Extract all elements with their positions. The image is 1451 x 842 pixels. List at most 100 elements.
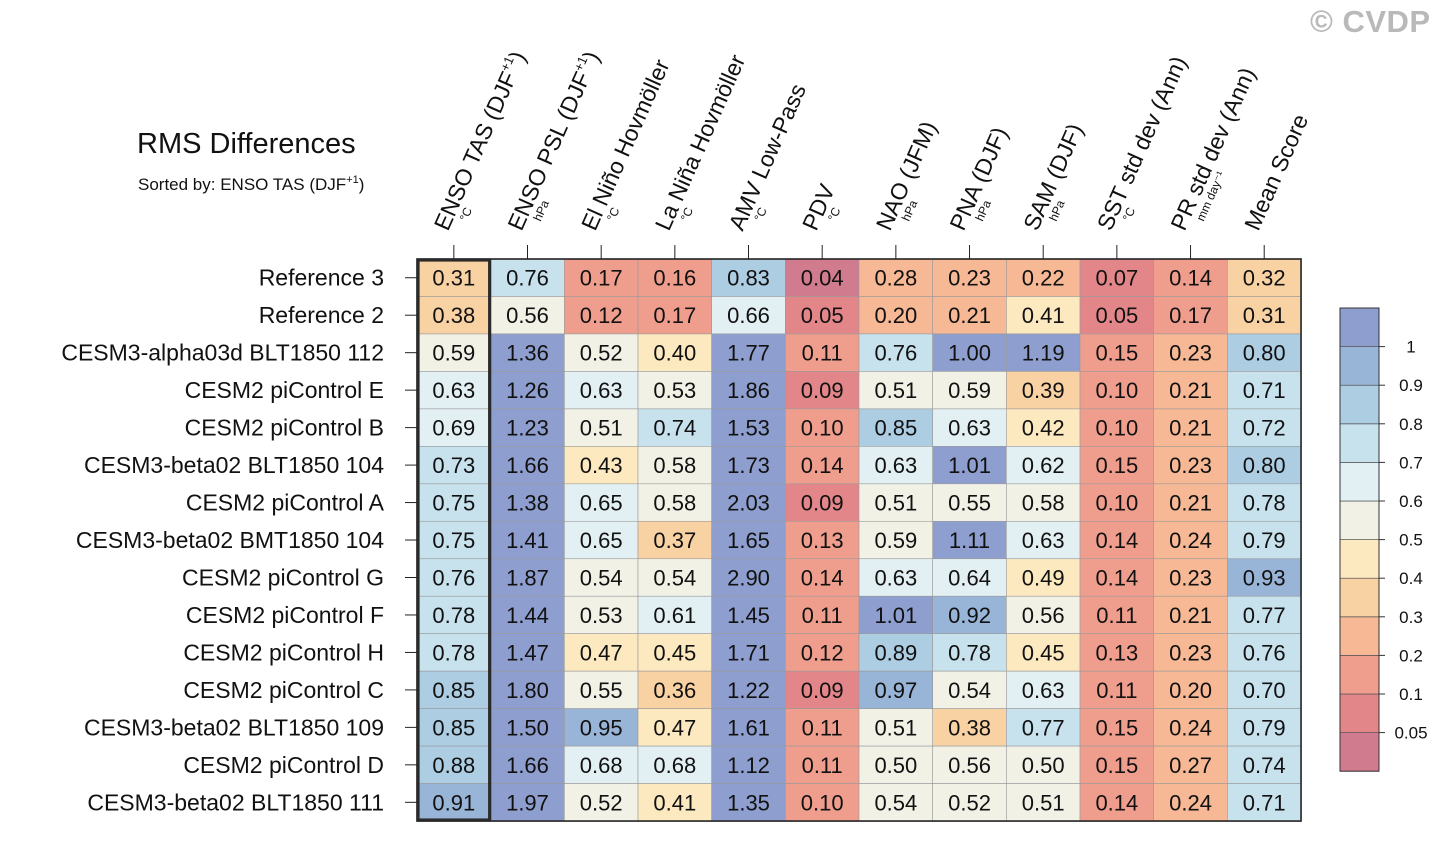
cell-value-label: 0.52 bbox=[580, 790, 623, 815]
heatmap-cell bbox=[1227, 670, 1302, 709]
heatmap-cell bbox=[1153, 670, 1228, 709]
heatmap-cell bbox=[785, 483, 860, 522]
row-label: CESM3-beta02 BLT1850 111 bbox=[87, 789, 384, 815]
cell-value-label: 0.51 bbox=[1022, 790, 1065, 815]
sorted-column-highlight bbox=[416, 258, 492, 822]
cell-value-label: 0.68 bbox=[580, 753, 623, 778]
cell-value-label: 0.28 bbox=[874, 266, 917, 291]
cell-value-label: 0.62 bbox=[1022, 453, 1065, 478]
cell-value-label: 0.10 bbox=[801, 790, 844, 815]
colorbar-segment bbox=[1339, 423, 1380, 463]
heatmap-cell bbox=[1006, 446, 1081, 485]
heatmap-cell bbox=[1006, 258, 1081, 297]
cell-value-label: 0.11 bbox=[1096, 603, 1137, 628]
heatmap-cell bbox=[490, 783, 565, 822]
chart-subtitle: Sorted by: ENSO TAS (DJF+1) bbox=[138, 174, 364, 195]
heatmap-cell bbox=[1227, 745, 1302, 784]
heatmap-cell bbox=[858, 446, 933, 485]
cell-value-label: 0.91 bbox=[432, 790, 475, 815]
cell-value-label: 1.45 bbox=[727, 603, 770, 628]
heatmap-cell bbox=[1006, 633, 1081, 672]
cell-value-label: 1.66 bbox=[506, 753, 549, 778]
cell-value-label: 0.32 bbox=[1243, 266, 1286, 291]
cell-value-label: 0.10 bbox=[1095, 491, 1138, 516]
heatmap-cell bbox=[1079, 633, 1155, 672]
cell-value-label: 0.83 bbox=[727, 266, 770, 291]
heatmap-cell bbox=[637, 670, 712, 709]
cell-value-label: 1.53 bbox=[727, 416, 770, 441]
cell-value-label: 0.24 bbox=[1169, 790, 1212, 815]
cell-value-label: 0.63 bbox=[432, 378, 475, 403]
cell-value-label: 0.77 bbox=[1243, 603, 1286, 628]
row-label: Reference 2 bbox=[259, 302, 384, 328]
cell-value-label: 0.21 bbox=[1169, 603, 1212, 628]
heatmap-cell bbox=[416, 408, 491, 447]
cell-value-label: 0.56 bbox=[948, 753, 991, 778]
cell-value-label: 0.38 bbox=[432, 303, 475, 328]
cell-value-label: 0.20 bbox=[1169, 678, 1212, 703]
heatmap-cell bbox=[490, 595, 565, 634]
heatmap-cell bbox=[785, 745, 860, 784]
column-unit-label: °C bbox=[751, 205, 769, 223]
row-label: Reference 3 bbox=[259, 265, 384, 291]
heatmap-cell bbox=[711, 446, 786, 485]
heatmap-cell bbox=[564, 708, 639, 747]
heatmap-cell bbox=[858, 333, 933, 372]
cell-value-label: 0.12 bbox=[580, 303, 623, 328]
column-header-label: Mean Score bbox=[1239, 110, 1313, 234]
colorbar-tick-label: 0.7 bbox=[1399, 453, 1423, 472]
heatmap-cell bbox=[711, 333, 786, 372]
cell-value-label: 0.09 bbox=[801, 378, 844, 403]
heatmap-cell bbox=[932, 783, 1007, 822]
heatmap-cell bbox=[1006, 296, 1081, 335]
heatmap-cell bbox=[637, 483, 712, 522]
cell-value-label: 1.22 bbox=[727, 678, 770, 703]
heatmap-cell bbox=[1153, 633, 1228, 672]
cell-value-label: 0.23 bbox=[1169, 565, 1212, 590]
cell-value-label: 0.17 bbox=[1169, 303, 1212, 328]
cell-value-label: 1.71 bbox=[727, 640, 770, 665]
cell-value-label: 0.55 bbox=[948, 491, 991, 516]
heatmap-cell bbox=[416, 483, 491, 522]
cell-value-label: 0.76 bbox=[874, 341, 917, 366]
heatmap-cell bbox=[1006, 483, 1081, 522]
cell-value-label: 1.97 bbox=[506, 790, 549, 815]
cell-value-label: 0.14 bbox=[1095, 565, 1138, 590]
cell-value-label: 0.45 bbox=[1022, 640, 1065, 665]
heatmap-cell bbox=[785, 633, 860, 672]
cell-value-label: 1.35 bbox=[727, 790, 770, 815]
cell-value-label: 0.11 bbox=[802, 753, 843, 778]
cell-value-label: 0.71 bbox=[1243, 378, 1286, 403]
cell-value-label: 0.59 bbox=[874, 528, 917, 553]
cell-value-label: 0.23 bbox=[1169, 640, 1212, 665]
cell-value-label: 0.78 bbox=[432, 603, 475, 628]
heatmap-cell bbox=[711, 633, 786, 672]
heatmap-cell bbox=[1153, 408, 1228, 447]
heatmap-cell bbox=[932, 520, 1007, 560]
heatmap-cell bbox=[1006, 520, 1081, 560]
cell-value-label: 0.50 bbox=[874, 753, 917, 778]
cell-value-label: 1.65 bbox=[727, 528, 770, 553]
heatmap-cell bbox=[1006, 595, 1081, 634]
heatmap-cell bbox=[785, 708, 860, 747]
subtitle-superscript: +1 bbox=[346, 174, 359, 186]
subtitle-suffix: ) bbox=[358, 175, 365, 194]
heatmap-cell bbox=[637, 595, 712, 634]
colorbar-segment bbox=[1339, 346, 1380, 386]
heatmap-cell bbox=[858, 595, 933, 634]
cell-value-label: 0.76 bbox=[1243, 640, 1286, 665]
heatmap-cell bbox=[1079, 483, 1155, 522]
cell-value-label: 1.41 bbox=[506, 528, 549, 553]
row-label: CESM3-alpha03d BLT1850 112 bbox=[61, 340, 384, 366]
cell-value-label: 0.66 bbox=[727, 303, 770, 328]
heatmap-cell bbox=[932, 408, 1007, 447]
heatmap-cell bbox=[637, 296, 712, 335]
cell-value-label: 0.58 bbox=[653, 491, 696, 516]
cell-value-label: 0.58 bbox=[1022, 491, 1065, 516]
cell-value-label: 0.80 bbox=[1243, 341, 1286, 366]
cell-value-label: 0.53 bbox=[580, 603, 623, 628]
cell-value-label: 0.78 bbox=[948, 640, 991, 665]
cell-value-label: 1.87 bbox=[506, 565, 549, 590]
heatmap-cell bbox=[858, 483, 933, 522]
heatmap-cell bbox=[564, 558, 639, 597]
